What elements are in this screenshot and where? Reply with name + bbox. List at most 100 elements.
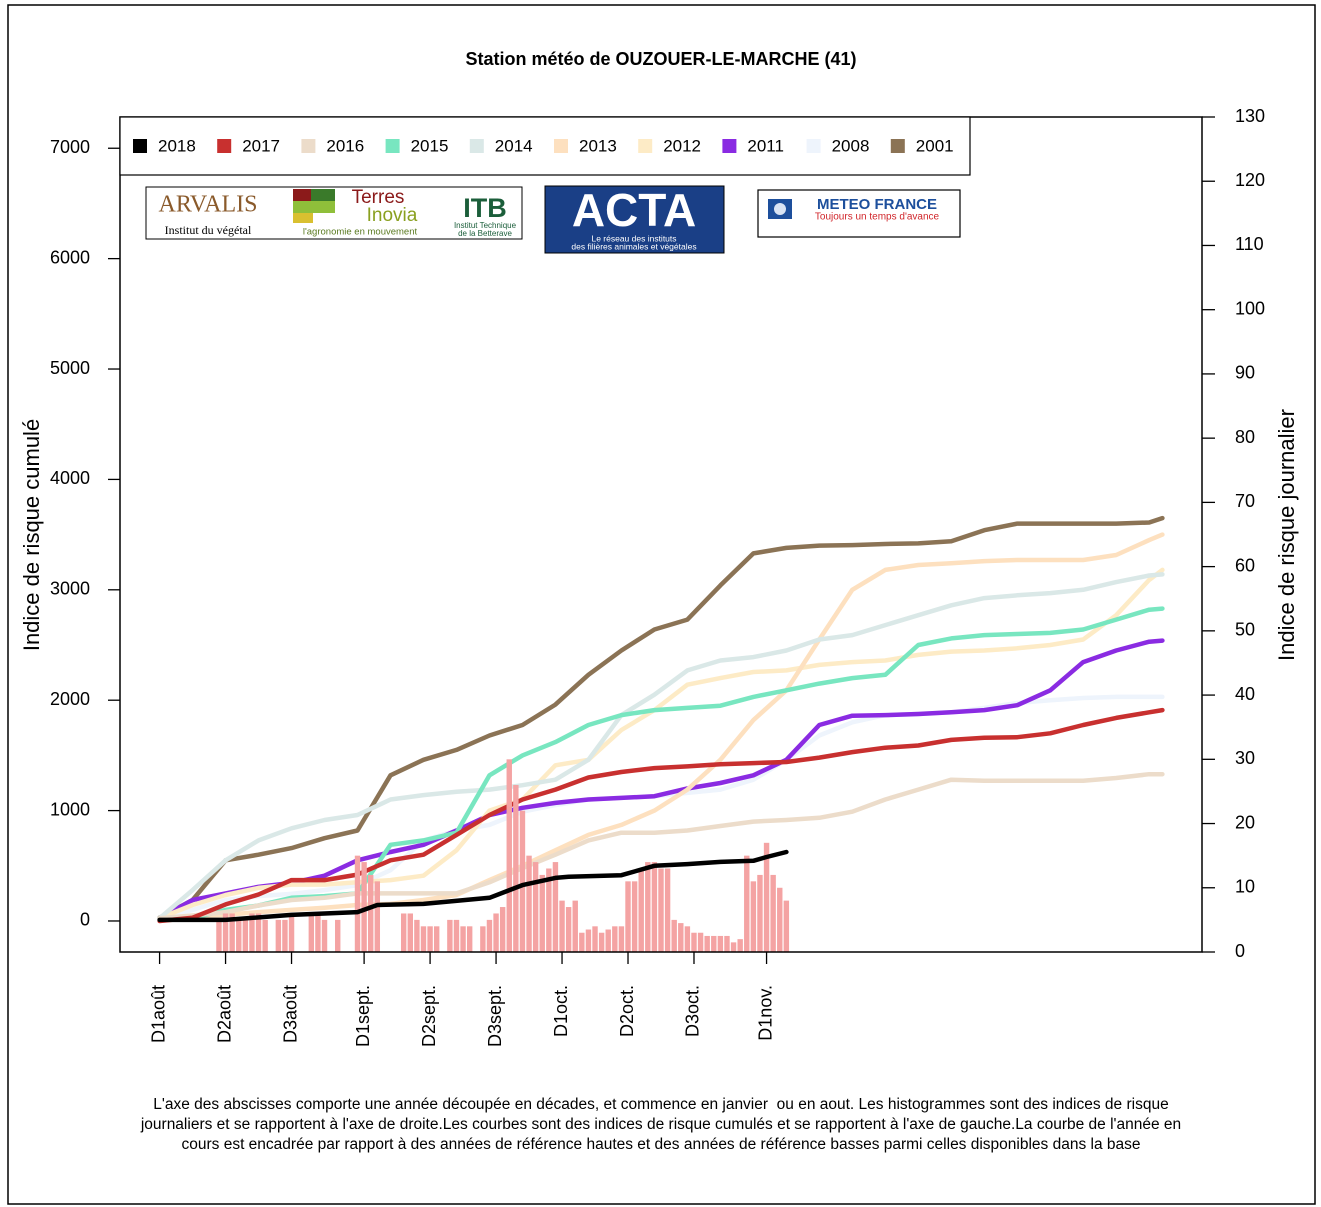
plot-area (157, 515, 1165, 952)
y-tick-label: 4000 (50, 468, 90, 488)
bar (361, 862, 367, 952)
legend-label: 2012 (663, 136, 701, 155)
legend-swatch (385, 139, 400, 153)
x-tick-label: D3août (280, 985, 300, 1043)
y2-tick-label: 100 (1235, 298, 1265, 318)
legend-label: 2016 (326, 136, 364, 155)
bar (506, 759, 512, 952)
bar (579, 932, 585, 952)
bar (724, 935, 730, 952)
legend-label: 2008 (832, 136, 870, 155)
y-tick-label: 7000 (50, 137, 90, 157)
y2-tick-label: 60 (1235, 555, 1255, 575)
legend-swatch (638, 139, 653, 153)
bar (236, 919, 242, 952)
y-tick-label: 5000 (50, 358, 90, 378)
bar (460, 926, 466, 952)
bar (704, 935, 710, 952)
bar (717, 935, 724, 952)
y2-tick-label: 30 (1235, 748, 1255, 768)
y2-tick-label: 0 (1235, 941, 1245, 961)
x-tick-label: D3sept. (485, 985, 505, 1047)
bar (585, 929, 592, 952)
frame (7, 4, 1316, 1205)
bar (598, 932, 605, 952)
bar (433, 926, 440, 952)
bar (565, 907, 572, 952)
caption-line: L'axe des abscisses comporte une année d… (153, 1096, 1168, 1113)
logo-acta-tagline: des filières animales et végétales (571, 241, 696, 251)
bar (678, 923, 684, 952)
bar (651, 862, 658, 952)
bar (255, 913, 262, 952)
bar (592, 926, 598, 952)
bar (354, 855, 361, 952)
bar (697, 932, 704, 952)
bar (519, 810, 526, 952)
logos: ARVALIS Institut du végétal Terres Inovi… (145, 184, 961, 254)
bar (612, 926, 618, 952)
bar (605, 929, 611, 952)
bar (684, 926, 691, 952)
bar (572, 900, 578, 952)
bar (222, 913, 229, 952)
x-tick-label: D1oct. (551, 985, 571, 1037)
y-tick-label: 1000 (50, 799, 90, 819)
legend-swatch (301, 139, 316, 153)
logo-arvalis-tagline: Institut du végétal (165, 223, 252, 237)
logo-shape (293, 201, 335, 213)
bar (777, 887, 783, 952)
legend-swatch (554, 139, 568, 153)
legend-swatch (722, 139, 737, 153)
bar (711, 935, 717, 952)
bar (308, 913, 315, 952)
x-tick-label: D2août (214, 985, 234, 1043)
legend-label: 2015 (411, 136, 449, 155)
series-line (157, 707, 1165, 924)
logo-meteo-icon (774, 203, 786, 215)
bar (559, 900, 565, 952)
y-axis-label: Indice de risque cumulé (19, 419, 44, 651)
bar (744, 855, 750, 952)
logo-acta-box (544, 185, 725, 254)
y2-tick-label: 110 (1235, 234, 1264, 254)
y2-tick-label: 120 (1235, 170, 1265, 190)
bar (216, 919, 222, 952)
bar (770, 874, 776, 952)
x-tick-label: D2oct. (617, 985, 637, 1037)
bar (499, 907, 506, 952)
bar (552, 862, 559, 952)
bar (638, 868, 644, 952)
logo-shape (293, 189, 311, 201)
legend-label: 2017 (242, 136, 280, 155)
bar (420, 926, 427, 952)
series-line (157, 567, 1165, 921)
x-tick-label: D1nov. (755, 985, 775, 1041)
logo-inovia: Inovia (367, 205, 418, 226)
x-tick-label: D3oct. (683, 985, 703, 1037)
legend-label: 2013 (579, 136, 617, 155)
logo-meteo: METEO FRANCE (817, 196, 937, 213)
bar (658, 868, 664, 952)
legend-label: 2018 (158, 136, 196, 155)
logo-shape (311, 189, 335, 201)
bar (282, 919, 288, 952)
logo-arvalis: ARVALIS (159, 192, 258, 218)
bar (335, 919, 341, 952)
y-tick-label: 3000 (50, 579, 90, 599)
caption-line: journaliers et se rapportent à l'axe de … (140, 1116, 1181, 1133)
y2-tick-label: 50 (1235, 620, 1255, 640)
logo-terres-tagline: l'agronomie en mouvement (303, 227, 418, 238)
legend-swatch (806, 139, 821, 153)
y-tick-label: 0 (80, 910, 90, 930)
y-tick-label: 2000 (50, 689, 90, 709)
series-line (157, 638, 1165, 921)
bar (315, 913, 321, 952)
series-line (157, 572, 1165, 921)
y2-tick-label: 70 (1235, 491, 1255, 511)
bar (447, 919, 453, 952)
bar (400, 913, 407, 952)
bar (750, 881, 757, 952)
logo-acta: ACTA (572, 184, 696, 236)
